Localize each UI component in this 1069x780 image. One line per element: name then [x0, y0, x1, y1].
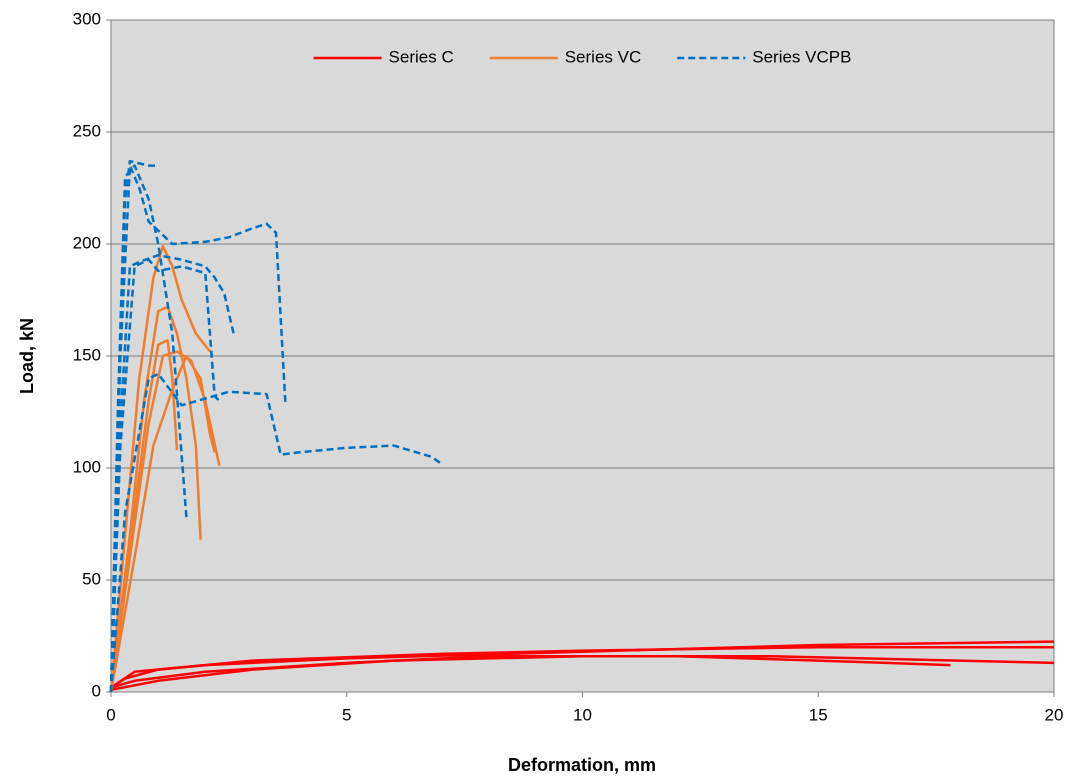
series-line: [110, 645, 1054, 689]
y-tick-label: 0: [92, 681, 101, 700]
y-tick-label: 250: [73, 121, 101, 140]
x-axis-title: Deformation, mm: [508, 755, 656, 775]
legend-label: Series VCPB: [752, 47, 851, 66]
x-tick-label: 0: [106, 705, 115, 724]
series-line: [109, 164, 287, 693]
series-line: [109, 258, 221, 693]
series-line: [109, 372, 442, 693]
y-tick-label: 50: [82, 569, 101, 588]
series-line: [109, 354, 216, 693]
y-tick-label: 100: [73, 457, 101, 476]
x-tick-label: 10: [573, 705, 592, 724]
y-axis-title: Load, kN: [17, 318, 37, 394]
legend-label: Series VC: [565, 47, 642, 66]
series-line: [109, 339, 179, 693]
series-line: [109, 253, 235, 693]
series-line: [109, 164, 188, 693]
x-tick-label: 5: [342, 705, 351, 724]
y-tick-label: 200: [73, 233, 101, 252]
x-tick-label: 20: [1045, 705, 1064, 724]
y-tick-label: 300: [73, 9, 101, 28]
series-line: [110, 654, 951, 689]
y-tick-label: 150: [73, 345, 101, 364]
legend-label: Series C: [389, 47, 454, 66]
x-tick-label: 15: [809, 705, 828, 724]
